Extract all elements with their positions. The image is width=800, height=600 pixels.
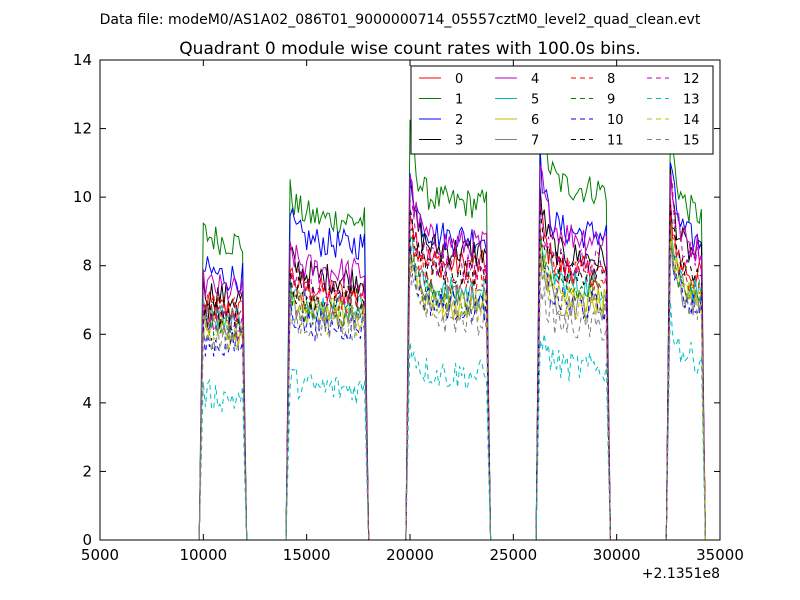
y-tick-label: 12 — [73, 120, 92, 138]
series-line-0 — [100, 198, 720, 540]
x-tick-label: 5000 — [81, 546, 119, 564]
series-line-8 — [100, 206, 720, 540]
x-tick-label: 10000 — [179, 546, 227, 564]
legend-label-12: 12 — [683, 72, 700, 87]
y-tick-label: 14 — [73, 51, 92, 69]
legend-label-9: 9 — [607, 93, 615, 108]
x-tick-label: 30000 — [593, 546, 641, 564]
series-line-15 — [100, 254, 720, 540]
legend-label-8: 8 — [607, 72, 615, 87]
legend-label-10: 10 — [607, 113, 624, 128]
axes: 5000 10000 15000 20000 25000 30000 35000 0 2 4 6 8 1… — [73, 51, 744, 564]
legend-label-2: 2 — [455, 113, 463, 128]
series-line-11 — [100, 204, 720, 540]
series-line-14 — [100, 238, 720, 540]
series-line-10 — [100, 245, 720, 540]
x-tick-label: 20000 — [386, 546, 434, 564]
series-line-13 — [100, 301, 720, 540]
series-line-2 — [100, 149, 720, 540]
legend-label-7: 7 — [531, 134, 539, 149]
y-tick-label: 10 — [73, 188, 92, 206]
y-tick-label: 8 — [82, 257, 92, 275]
legend-label-11: 11 — [607, 134, 624, 149]
y-tick-label: 0 — [82, 531, 92, 549]
legend-label-3: 3 — [455, 134, 463, 149]
y-tick-label: 2 — [82, 462, 92, 480]
legend-label-1: 1 — [455, 93, 463, 108]
legend-label-13: 13 — [683, 93, 700, 108]
legend-label-0: 0 — [455, 72, 463, 87]
series-line-12 — [100, 174, 720, 540]
series-line-1 — [100, 117, 720, 540]
x-tick-label: 35000 — [696, 546, 744, 564]
x-offset-label: +2.1351e8 — [642, 566, 720, 582]
chart-suptitle: Data file: modeM0/AS1A02_086T01_90000007… — [100, 12, 701, 28]
legend-box — [410, 65, 714, 155]
y-tick-label: 4 — [82, 394, 92, 412]
legend-label-4: 4 — [531, 72, 539, 87]
legend-label-15: 15 — [683, 134, 700, 149]
legend-label-6: 6 — [531, 113, 539, 128]
series-line-4 — [100, 164, 720, 540]
legend-label-5: 5 — [531, 93, 539, 108]
x-tick-label: 15000 — [283, 546, 331, 564]
y-tick-label: 6 — [82, 325, 92, 343]
chart-title: Quadrant 0 module wise count rates with … — [179, 39, 640, 59]
x-tick-label: 25000 — [489, 546, 537, 564]
legend-label-14: 14 — [683, 113, 700, 128]
